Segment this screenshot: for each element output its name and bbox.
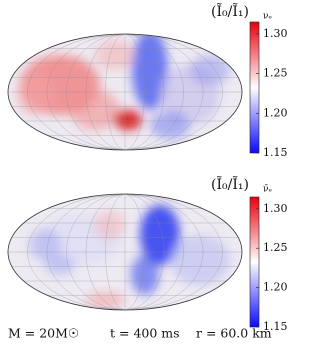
colorbar-tick-label: 1.15 bbox=[263, 146, 288, 159]
map-blob bbox=[17, 75, 53, 115]
colorbar-tick-label: 1.30 bbox=[263, 202, 288, 215]
map-blob bbox=[70, 90, 120, 130]
colorbar bbox=[249, 21, 260, 154]
caption-radius: r = 60.0 km bbox=[196, 326, 272, 341]
map-blob bbox=[132, 34, 168, 110]
caption-time: t = 400 ms bbox=[110, 326, 180, 341]
skymap-panel: 1.15 1.20 1.25 1.30 (Ĩ₀/Ĩ₁) ν̄ₑ bbox=[7, 175, 288, 333]
figure: M = 20M☉ t = 400 ms r = 60.0 km 1.15 1.20… bbox=[7, 2, 288, 341]
colorbar-title-subscript: νₑ bbox=[263, 12, 272, 22]
colorbar-tick-label: 1.20 bbox=[263, 281, 288, 294]
map-blob bbox=[140, 205, 180, 265]
colorbar-title-subscript: ν̄ₑ bbox=[263, 185, 272, 195]
map-blob bbox=[45, 255, 75, 275]
colorbar-tick-label: 1.15 bbox=[263, 320, 288, 333]
colorbar bbox=[249, 196, 260, 328]
colorbar-tick-label: 1.30 bbox=[263, 27, 288, 40]
map-outline bbox=[7, 193, 243, 311]
graticule bbox=[8, 194, 242, 310]
map-blob bbox=[95, 210, 125, 240]
map-blobs bbox=[29, 205, 230, 308]
map-outline bbox=[7, 33, 243, 151]
colorbar-tick-label: 1.25 bbox=[263, 241, 288, 254]
colorbar-title: (Ĩ₀/Ĩ₁) bbox=[211, 175, 249, 193]
graticule bbox=[8, 34, 242, 150]
map-blob bbox=[190, 55, 230, 85]
map-blob bbox=[170, 235, 230, 285]
map-blob bbox=[150, 111, 190, 139]
caption-mass: M = 20M☉ bbox=[8, 326, 79, 341]
colorbar-tick-label: 1.25 bbox=[263, 67, 288, 80]
skymap-panel: 1.15 1.20 1.25 1.30 (Ĩ₀/Ĩ₁) νₑ bbox=[7, 2, 288, 159]
map-blobs bbox=[17, 34, 230, 139]
colorbar-tick-label: 1.20 bbox=[263, 106, 288, 119]
map-blob bbox=[131, 255, 159, 295]
map-blob bbox=[85, 292, 125, 308]
map-blob bbox=[29, 229, 61, 261]
map-blob bbox=[114, 110, 142, 130]
colorbar-title: (Ĩ₀/Ĩ₁) bbox=[211, 2, 249, 20]
map-texture bbox=[8, 194, 242, 310]
map-blob bbox=[95, 40, 135, 70]
map-texture bbox=[8, 34, 242, 150]
